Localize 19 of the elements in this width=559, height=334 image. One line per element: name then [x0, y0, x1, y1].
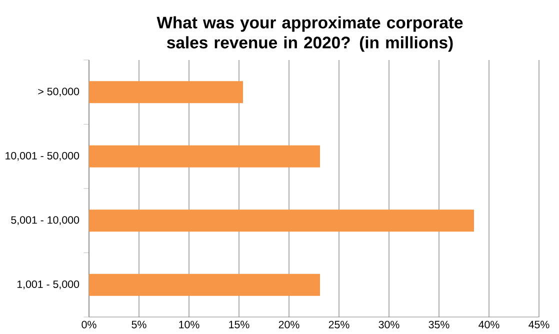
y-tick-label: 1,001 - 5,000 [17, 280, 80, 290]
x-tick-label: 0% [82, 320, 96, 328]
x-tick-label: 30% [378, 320, 400, 328]
x-tick-label: 15% [229, 320, 250, 328]
x-tick-label: 10% [179, 320, 200, 328]
bar [89, 81, 244, 104]
x-tick-label: 25% [328, 320, 350, 328]
y-tick-label: > 50,000 [38, 88, 80, 97]
bar [89, 145, 320, 168]
bar [89, 210, 474, 232]
x-tick-label: 40% [478, 320, 500, 328]
y-tick-label: 5,001 - 10,000 [11, 216, 80, 226]
y-tick-label: 10,001 - 50,000 [6, 152, 80, 161]
chart-title: What was your approximate corporate sales revenue in 2020? (in millions) [156, 16, 463, 52]
x-tick-label: 20% [278, 320, 300, 328]
x-tick-label: 45% [528, 320, 550, 328]
bar [89, 274, 320, 296]
x-tick-label: 35% [428, 320, 450, 328]
x-tick-label: 5% [132, 320, 146, 328]
